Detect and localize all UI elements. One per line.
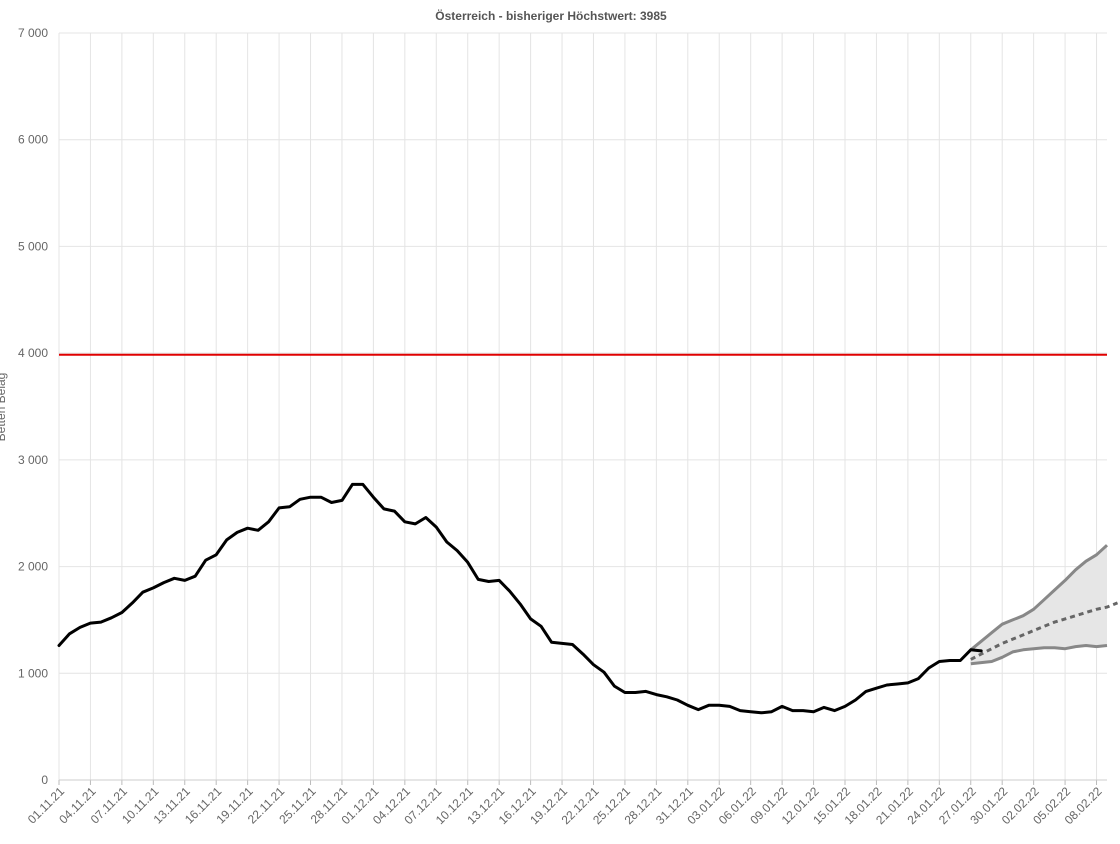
forecast-upper-line <box>969 544 1109 651</box>
forecast-lower-line <box>970 644 1108 666</box>
y-tick-label: 3 000 <box>18 453 48 467</box>
y-axis-label: Betten Belag <box>0 373 8 442</box>
grid <box>58 32 1107 785</box>
forecast-band-area <box>970 545 1107 664</box>
y-tick-label: 7 000 <box>18 26 48 40</box>
y-tick-label: 6 000 <box>18 133 48 147</box>
chart-title: Österreich - bisheriger Höchstwert: 3985 <box>435 8 667 23</box>
forecast-median-line <box>970 601 1119 661</box>
y-tick-label: 2 000 <box>18 560 48 574</box>
forecast-band <box>970 545 1107 664</box>
x-ticks: 01.11.2104.11.2107.11.2110.11.2113.11.21… <box>25 784 1105 827</box>
y-tick-label: 0 <box>41 773 48 787</box>
y-ticks: 0 1 000 2 000 3 000 4 000 5 000 6 000 7 000 <box>18 26 48 787</box>
y-tick-label: 4 000 <box>18 346 48 360</box>
y-tick-label: 1 000 <box>18 666 48 680</box>
actual-series-line <box>57 482 983 715</box>
series-lines <box>57 482 1119 715</box>
y-tick-label: 5 000 <box>18 239 48 253</box>
